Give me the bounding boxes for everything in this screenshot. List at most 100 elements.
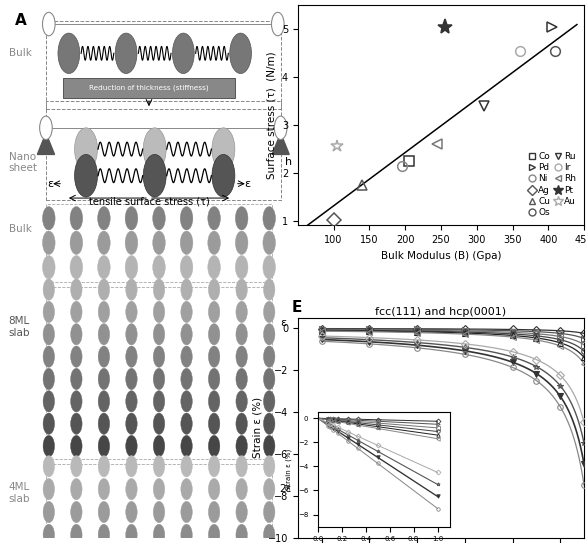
Circle shape <box>236 279 247 300</box>
Circle shape <box>43 478 55 500</box>
Circle shape <box>153 478 165 500</box>
Circle shape <box>126 301 137 323</box>
Circle shape <box>43 346 55 367</box>
Circle shape <box>208 301 220 323</box>
Circle shape <box>98 501 110 523</box>
Circle shape <box>43 525 55 543</box>
Circle shape <box>236 391 247 412</box>
Circle shape <box>126 324 137 345</box>
Circle shape <box>181 279 193 300</box>
Text: 2ε: 2ε <box>279 484 292 494</box>
Circle shape <box>115 33 137 73</box>
Circle shape <box>274 116 287 140</box>
Circle shape <box>70 301 82 323</box>
Circle shape <box>70 478 82 500</box>
Circle shape <box>236 435 247 457</box>
Circle shape <box>153 501 165 523</box>
X-axis label: Bulk Modulus (B) (Gpa): Bulk Modulus (B) (Gpa) <box>381 251 501 261</box>
Circle shape <box>42 206 55 230</box>
Legend: Co, Pd, Ni, Ag, Cu, Os, Ru, Ir, Rh, Pt, Au: Co, Pd, Ni, Ag, Cu, Os, Ru, Ir, Rh, Pt, … <box>525 148 579 221</box>
Circle shape <box>42 12 55 36</box>
Circle shape <box>181 368 193 390</box>
Circle shape <box>236 324 247 345</box>
Circle shape <box>126 346 137 367</box>
Circle shape <box>98 478 110 500</box>
Circle shape <box>181 324 193 345</box>
Circle shape <box>236 456 247 477</box>
Circle shape <box>126 413 137 434</box>
Circle shape <box>98 368 110 390</box>
Circle shape <box>70 206 83 230</box>
Circle shape <box>181 301 193 323</box>
Circle shape <box>208 368 220 390</box>
Circle shape <box>98 346 110 367</box>
Circle shape <box>126 279 137 300</box>
Circle shape <box>43 368 55 390</box>
Circle shape <box>264 346 275 367</box>
Circle shape <box>181 456 193 477</box>
Circle shape <box>126 368 137 390</box>
Circle shape <box>42 256 55 279</box>
Circle shape <box>98 435 110 457</box>
Circle shape <box>264 501 275 523</box>
Bar <box>46 287 272 459</box>
Circle shape <box>181 435 193 457</box>
Circle shape <box>208 456 220 477</box>
Circle shape <box>98 456 110 477</box>
Text: Bulk: Bulk <box>9 224 32 234</box>
Circle shape <box>264 368 275 390</box>
Circle shape <box>208 231 220 255</box>
Circle shape <box>70 456 82 477</box>
Y-axis label: Strain ε (%): Strain ε (%) <box>252 397 262 458</box>
Circle shape <box>208 501 220 523</box>
Circle shape <box>263 206 275 230</box>
Circle shape <box>70 435 82 457</box>
Circle shape <box>153 456 165 477</box>
Text: E: E <box>292 300 302 315</box>
Circle shape <box>181 501 193 523</box>
Circle shape <box>263 256 275 279</box>
Circle shape <box>70 256 83 279</box>
Polygon shape <box>38 133 55 154</box>
Circle shape <box>126 456 137 477</box>
Circle shape <box>70 525 82 543</box>
Circle shape <box>236 525 247 543</box>
Circle shape <box>208 478 220 500</box>
Circle shape <box>143 154 166 197</box>
Circle shape <box>153 279 165 300</box>
Circle shape <box>153 346 165 367</box>
Circle shape <box>126 525 137 543</box>
Circle shape <box>126 435 137 457</box>
Circle shape <box>230 33 251 73</box>
Circle shape <box>70 324 82 345</box>
Circle shape <box>236 301 247 323</box>
Circle shape <box>43 501 55 523</box>
Text: Reduction of thickness (stiffness): Reduction of thickness (stiffness) <box>89 85 209 91</box>
Circle shape <box>272 12 284 36</box>
Circle shape <box>43 435 55 457</box>
Circle shape <box>208 279 220 300</box>
Circle shape <box>153 231 166 255</box>
Circle shape <box>180 256 193 279</box>
Text: h: h <box>285 157 292 167</box>
Text: Bulk: Bulk <box>9 48 32 58</box>
Circle shape <box>263 231 275 255</box>
Circle shape <box>75 154 97 197</box>
Circle shape <box>264 279 275 300</box>
Circle shape <box>43 413 55 434</box>
Circle shape <box>125 206 138 230</box>
Text: Nano
sheet: Nano sheet <box>9 151 38 173</box>
Circle shape <box>236 368 247 390</box>
Text: tensile surface stress (τ): tensile surface stress (τ) <box>89 196 210 206</box>
Circle shape <box>180 231 193 255</box>
Circle shape <box>208 346 220 367</box>
Circle shape <box>153 435 165 457</box>
Circle shape <box>235 256 248 279</box>
Circle shape <box>153 391 165 412</box>
Text: ε: ε <box>47 179 53 189</box>
Circle shape <box>70 413 82 434</box>
Circle shape <box>98 525 110 543</box>
Circle shape <box>43 391 55 412</box>
Circle shape <box>181 478 193 500</box>
Circle shape <box>143 128 166 171</box>
